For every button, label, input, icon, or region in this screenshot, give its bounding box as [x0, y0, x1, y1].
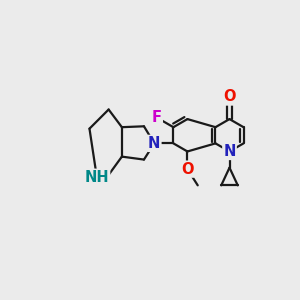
- Text: NH: NH: [85, 170, 109, 185]
- Text: O: O: [181, 162, 194, 177]
- Text: N: N: [148, 136, 160, 151]
- Text: F: F: [152, 110, 162, 125]
- Text: N: N: [223, 144, 236, 159]
- Text: O: O: [223, 89, 236, 104]
